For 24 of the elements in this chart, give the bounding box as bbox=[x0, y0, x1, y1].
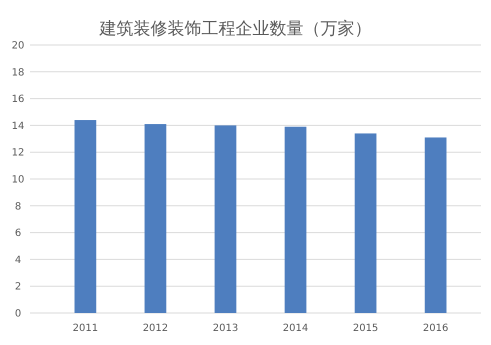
y-tick-label: 6 bbox=[14, 228, 22, 240]
bar bbox=[74, 120, 96, 313]
y-tick-label: 12 bbox=[12, 148, 24, 159]
x-tick-label: 2016 bbox=[422, 323, 448, 334]
x-tick-label: 2013 bbox=[212, 323, 238, 334]
y-tick-label: 18 bbox=[12, 67, 24, 78]
y-tick-label: 0 bbox=[14, 308, 22, 320]
bar bbox=[144, 124, 166, 313]
chart-title: 建筑装修装饰工程企业数量（万家） bbox=[98, 19, 372, 39]
y-tick-label: 20 bbox=[12, 40, 24, 52]
x-tick-label: 2011 bbox=[72, 323, 98, 334]
x-tick-label: 2014 bbox=[282, 323, 308, 334]
bar bbox=[284, 126, 306, 313]
y-tick-label: 8 bbox=[14, 201, 22, 212]
x-tick-label: 2015 bbox=[352, 323, 378, 334]
y-tick-label: 4 bbox=[14, 254, 22, 266]
x-tick-label: 2012 bbox=[142, 323, 168, 334]
bar bbox=[214, 125, 236, 313]
y-tick-label: 2 bbox=[14, 282, 22, 293]
bar bbox=[424, 137, 446, 313]
y-tick-label: 16 bbox=[12, 94, 24, 106]
bar bbox=[354, 133, 376, 313]
y-tick-label: 10 bbox=[12, 174, 24, 186]
y-tick-label: 14 bbox=[12, 120, 24, 132]
